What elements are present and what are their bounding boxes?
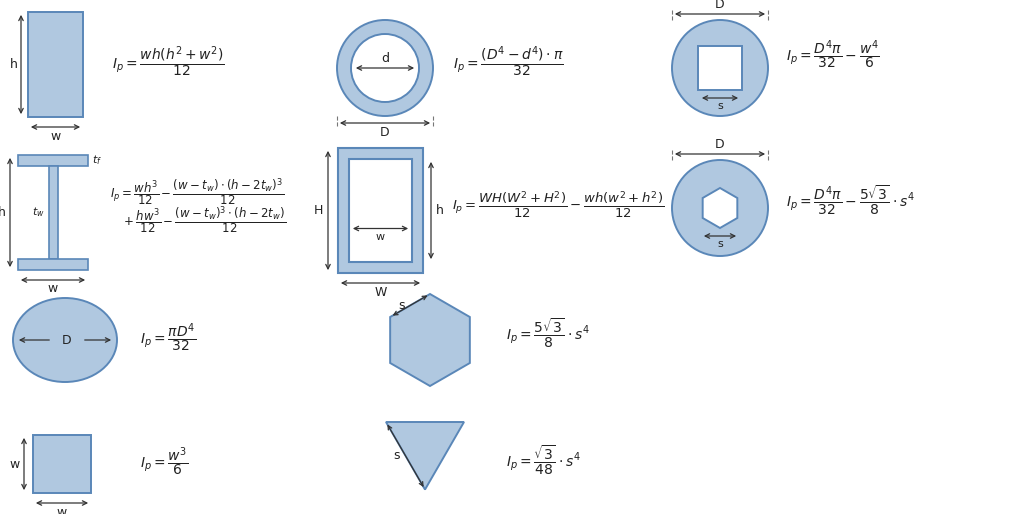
Text: $I_p = \dfrac{(D^4 - d^4) \cdot \pi}{32}$: $I_p = \dfrac{(D^4 - d^4) \cdot \pi}{32}… (453, 45, 563, 80)
Text: D: D (715, 0, 725, 11)
Polygon shape (390, 294, 470, 386)
Text: $I_p = \dfrac{wh^3}{12} - \dfrac{(w-t_w)\cdot(h-2t_w)^3}{12}$: $I_p = \dfrac{wh^3}{12} - \dfrac{(w-t_w)… (110, 176, 284, 208)
Text: $\quad + \dfrac{hw^3}{12} - \dfrac{(w-t_w)^3\cdot(h-2t_w)}{12}$: $\quad + \dfrac{hw^3}{12} - \dfrac{(w-t_… (110, 204, 286, 236)
Circle shape (672, 20, 768, 116)
Bar (338, 148, 423, 273)
Text: $I_p = \dfrac{wh(h^2 + w^2)}{12}$: $I_p = \dfrac{wh(h^2 + w^2)}{12}$ (112, 45, 224, 80)
Text: $I_p = \dfrac{5\sqrt{3}}{8} \cdot s^4$: $I_p = \dfrac{5\sqrt{3}}{8} \cdot s^4$ (506, 317, 590, 350)
Text: H: H (313, 204, 323, 217)
Text: w: w (50, 130, 60, 142)
Bar (48, 166, 57, 259)
Text: $I_p = \dfrac{WH(W^2 + H^2)}{12} - \dfrac{wh(w^2 + h^2)}{12}$: $I_p = \dfrac{WH(W^2 + H^2)}{12} - \dfra… (452, 190, 665, 221)
Text: D: D (62, 335, 72, 347)
Text: h: h (436, 204, 444, 217)
Text: s: s (393, 449, 399, 462)
Text: D: D (715, 138, 725, 152)
Bar (18, 155, 88, 166)
Text: W: W (375, 285, 387, 299)
Text: $I_p = \dfrac{D^4\pi}{32} - \dfrac{5\sqrt{3}}{8} \cdot s^4$: $I_p = \dfrac{D^4\pi}{32} - \dfrac{5\sqr… (786, 183, 914, 216)
Text: s: s (717, 239, 723, 249)
Text: w: w (376, 232, 385, 243)
Ellipse shape (13, 298, 117, 382)
Text: $I_p = \dfrac{w^3}{6}$: $I_p = \dfrac{w^3}{6}$ (140, 446, 188, 479)
Text: w: w (48, 283, 58, 296)
Polygon shape (702, 188, 737, 228)
Bar (18, 259, 88, 270)
Text: $I_p = \dfrac{\pi D^4}{32}$: $I_p = \dfrac{\pi D^4}{32}$ (140, 322, 197, 355)
Text: $t_w$: $t_w$ (33, 206, 45, 219)
Text: h: h (10, 58, 18, 71)
Bar (33, 435, 91, 493)
Bar (349, 159, 412, 262)
Bar (28, 12, 83, 117)
Text: w: w (57, 505, 68, 514)
Text: $t_f$: $t_f$ (92, 154, 102, 168)
Circle shape (351, 34, 419, 102)
Text: $I_p = \dfrac{\sqrt{3}}{48} \cdot s^4$: $I_p = \dfrac{\sqrt{3}}{48} \cdot s^4$ (506, 444, 581, 476)
Text: s: s (398, 299, 404, 312)
Text: d: d (381, 51, 389, 64)
Polygon shape (386, 422, 464, 489)
Text: h: h (0, 206, 6, 219)
Bar (698, 46, 742, 90)
Text: $I_p = \dfrac{D^4\pi}{32} - \dfrac{w^4}{6}$: $I_p = \dfrac{D^4\pi}{32} - \dfrac{w^4}{… (786, 39, 880, 71)
Circle shape (672, 160, 768, 256)
Text: D: D (380, 126, 390, 139)
Circle shape (337, 20, 433, 116)
Text: w: w (10, 457, 20, 470)
Text: s: s (717, 101, 723, 111)
